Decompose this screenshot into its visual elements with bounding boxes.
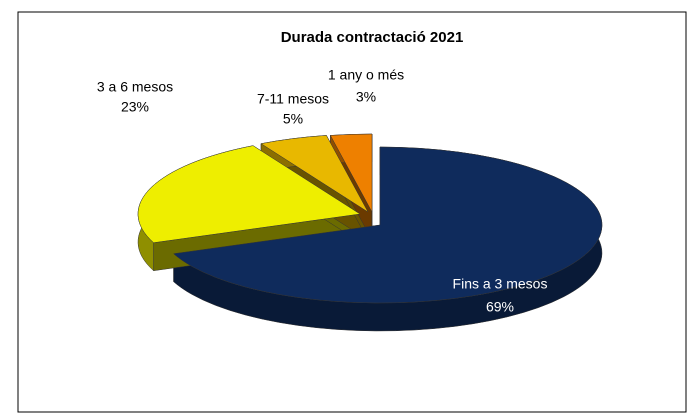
slice-value-label: 5% xyxy=(283,111,303,127)
pie-slice xyxy=(260,135,369,213)
slice-value-label: 69% xyxy=(486,299,514,315)
pie-slice xyxy=(173,146,603,304)
slice-label: 1 any o més xyxy=(328,67,404,83)
slice-value-label: 3% xyxy=(356,89,376,105)
chart-title: Durada contractació 2021 xyxy=(281,29,464,46)
pie-slice xyxy=(137,145,361,243)
slice-value-label: 23% xyxy=(121,99,149,115)
slice-label: 7-11 mesos xyxy=(257,91,329,107)
slice-label: Fins a 3 mesos xyxy=(453,276,548,292)
slice-label: 3 a 6 mesos xyxy=(97,79,173,95)
pie-tops xyxy=(137,133,603,304)
pie-slice xyxy=(329,133,373,213)
